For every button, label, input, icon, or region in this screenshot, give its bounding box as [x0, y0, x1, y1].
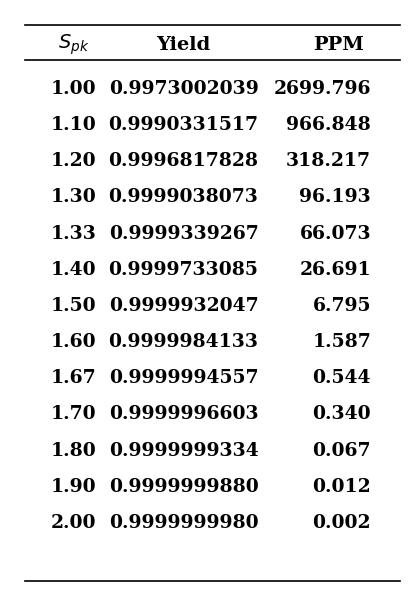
Text: 0.9999999334: 0.9999999334 [109, 442, 258, 459]
Text: 66.073: 66.073 [300, 224, 371, 243]
Text: 1.40: 1.40 [51, 260, 96, 279]
Text: 1.67: 1.67 [51, 369, 96, 387]
Text: 1.90: 1.90 [51, 478, 96, 496]
Text: 1.80: 1.80 [51, 442, 97, 459]
Text: 0.9996817828: 0.9996817828 [109, 152, 258, 170]
Text: 318.217: 318.217 [286, 152, 371, 170]
Text: 96.193: 96.193 [300, 188, 371, 207]
Text: 26.691: 26.691 [300, 260, 371, 279]
Text: Yield: Yield [156, 36, 210, 54]
Text: 1.33: 1.33 [50, 224, 97, 243]
Text: 966.848: 966.848 [286, 116, 371, 134]
Text: 0.9999733085: 0.9999733085 [109, 260, 258, 279]
Text: 0.002: 0.002 [312, 514, 371, 532]
Text: 0.544: 0.544 [312, 369, 371, 387]
Text: 0.9999339267: 0.9999339267 [109, 224, 258, 243]
Text: 0.9999999980: 0.9999999980 [109, 514, 258, 532]
Text: 1.50: 1.50 [51, 297, 96, 315]
Text: 0.9990331517: 0.9990331517 [109, 116, 258, 134]
Text: 1.70: 1.70 [51, 406, 96, 423]
Text: 2699.796: 2699.796 [274, 80, 371, 98]
Text: 0.9999038073: 0.9999038073 [109, 188, 258, 207]
Text: 0.9999999880: 0.9999999880 [109, 478, 258, 496]
Text: 0.9999932047: 0.9999932047 [109, 297, 258, 315]
Text: 0.9973002039: 0.9973002039 [109, 80, 258, 98]
Text: 0.067: 0.067 [312, 442, 371, 459]
Text: 0.012: 0.012 [312, 478, 371, 496]
Text: 1.587: 1.587 [312, 333, 371, 351]
Text: 2.00: 2.00 [51, 514, 96, 532]
Text: 6.795: 6.795 [312, 297, 371, 315]
Text: 0.9999996603: 0.9999996603 [109, 406, 258, 423]
Text: 0.340: 0.340 [312, 406, 371, 423]
Text: 1.30: 1.30 [51, 188, 97, 207]
Text: 1.00: 1.00 [51, 80, 96, 98]
Text: 1.20: 1.20 [51, 152, 96, 170]
Text: 0.9999984133: 0.9999984133 [109, 333, 258, 351]
Text: 1.60: 1.60 [51, 333, 96, 351]
Text: 0.9999994557: 0.9999994557 [109, 369, 258, 387]
Text: PPM: PPM [313, 36, 364, 54]
Text: $S_{pk}$: $S_{pk}$ [58, 33, 89, 57]
Text: 1.10: 1.10 [51, 116, 97, 134]
